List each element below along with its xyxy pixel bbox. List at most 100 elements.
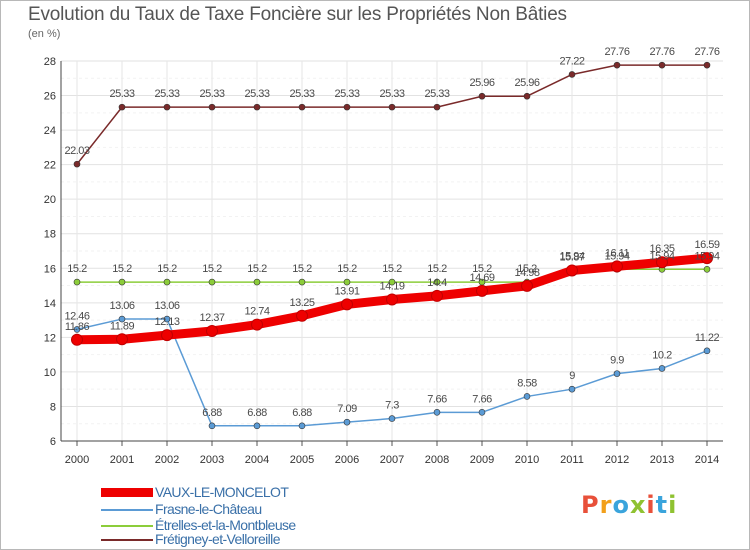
data-point-fretigney-et-velloreille: [73, 160, 81, 168]
data-label-etrelles-et-la-montbleuse: 15.2: [292, 263, 312, 275]
legend-swatch: [101, 488, 153, 497]
x-tick-label: 2009: [470, 454, 494, 466]
x-tick-label: 2007: [380, 454, 404, 466]
data-label-fretigney-et-velloreille: 25.33: [289, 88, 314, 100]
data-label-vaux-le-moncelot: 14.69: [469, 272, 494, 284]
legend-swatch: [101, 539, 153, 541]
data-label-etrelles-et-la-montbleuse: 15.2: [427, 263, 447, 275]
data-point-fretigney-et-velloreille: [208, 103, 216, 111]
y-tick-label: 10: [44, 367, 56, 379]
data-point-fretigney-et-velloreille: [478, 92, 486, 100]
data-label-fretigney-et-velloreille: 27.22: [559, 55, 584, 67]
legend-label: VAUX-LE-MONCELOT: [155, 484, 289, 500]
data-point-frasne-le-chateau: [613, 370, 621, 377]
data-label-frasne-le-chateau: 9: [569, 370, 575, 382]
data-label-frasne-le-chateau: 7.66: [427, 393, 447, 405]
data-point-vaux-le-moncelot: [431, 289, 443, 302]
data-label-fretigney-et-velloreille: 25.33: [199, 88, 224, 100]
data-label-vaux-le-moncelot: 12.74: [244, 306, 269, 318]
data-point-vaux-le-moncelot: [566, 264, 578, 277]
x-tick-label: 2013: [650, 454, 674, 466]
data-point-vaux-le-moncelot: [701, 252, 713, 265]
data-point-fretigney-et-velloreille: [253, 103, 261, 111]
data-label-frasne-le-chateau: 7.09: [337, 403, 357, 415]
x-tick-label: 2006: [335, 454, 359, 466]
data-point-etrelles-et-la-montbleuse: [703, 266, 711, 273]
data-point-frasne-le-chateau: [253, 422, 261, 430]
data-label-etrelles-et-la-montbleuse: 15.2: [382, 263, 402, 275]
logo-letter: o: [612, 491, 630, 519]
data-point-vaux-le-moncelot: [521, 279, 533, 292]
data-point-vaux-le-moncelot: [71, 333, 83, 346]
data-label-frasne-le-chateau: 7.66: [472, 393, 492, 405]
x-tick-label: 2001: [110, 454, 134, 466]
data-label-fretigney-et-velloreille: 27.76: [694, 46, 719, 58]
data-point-frasne-le-chateau: [73, 326, 81, 333]
data-point-etrelles-et-la-montbleuse: [298, 278, 306, 286]
legend-label: Frasne-le-Château: [155, 501, 262, 517]
data-label-fretigney-et-velloreille: 25.33: [424, 88, 449, 100]
data-point-fretigney-et-velloreille: [163, 103, 171, 111]
data-label-fretigney-et-velloreille: 25.33: [334, 88, 359, 100]
data-label-fretigney-et-velloreille: 25.33: [109, 88, 134, 100]
data-label-fretigney-et-velloreille: 25.33: [154, 88, 179, 100]
data-label-vaux-le-moncelot: 16.35: [649, 243, 674, 255]
logo-letter: i: [668, 491, 678, 519]
data-label-frasne-le-chateau: 7.3: [385, 400, 399, 412]
data-label-etrelles-et-la-montbleuse: 15.2: [157, 263, 177, 275]
y-tick-label: 20: [44, 194, 56, 206]
x-tick-label: 2012: [605, 454, 629, 466]
y-tick-label: 8: [50, 401, 56, 413]
data-point-fretigney-et-velloreille: [118, 103, 126, 111]
data-point-etrelles-et-la-montbleuse: [253, 278, 261, 286]
x-tick-label: 2014: [695, 454, 719, 466]
y-tick-label: 26: [44, 91, 56, 103]
x-tick-label: 2010: [515, 454, 539, 466]
logo-letter: r: [599, 491, 613, 519]
data-label-vaux-le-moncelot: 15.87: [559, 252, 584, 264]
data-point-frasne-le-chateau: [118, 315, 126, 323]
data-point-frasne-le-chateau: [478, 409, 486, 416]
data-point-vaux-le-moncelot: [656, 256, 668, 269]
chart-title: Evolution du Taux de Taxe Foncière sur l…: [28, 4, 567, 25]
data-point-etrelles-et-la-montbleuse: [208, 278, 216, 286]
data-label-etrelles-et-la-montbleuse: 15.94: [649, 250, 674, 262]
data-point-etrelles-et-la-montbleuse: [73, 278, 81, 286]
data-label-etrelles-et-la-montbleuse: 15.2: [67, 263, 87, 275]
data-point-etrelles-et-la-montbleuse: [343, 278, 351, 286]
data-point-frasne-le-chateau: [298, 422, 306, 430]
data-label-etrelles-et-la-montbleuse: 15.94: [604, 250, 629, 262]
x-tick-label: 2004: [245, 454, 269, 466]
y-tick-label: 16: [44, 263, 56, 275]
data-label-fretigney-et-velloreille: 25.96: [514, 77, 539, 89]
data-point-frasne-le-chateau: [343, 418, 351, 426]
data-label-vaux-le-moncelot: 13.91: [334, 285, 359, 297]
data-point-frasne-le-chateau: [658, 365, 666, 372]
data-point-vaux-le-moncelot: [476, 284, 488, 297]
data-point-fretigney-et-velloreille: [523, 92, 531, 100]
data-point-vaux-le-moncelot: [296, 309, 308, 322]
legend-swatch: [101, 509, 153, 511]
legend-swatch: [101, 525, 153, 527]
y-axis-unit: (en %): [28, 28, 61, 40]
data-label-fretigney-et-velloreille: 27.76: [604, 46, 629, 58]
data-label-vaux-le-moncelot: 16.11: [605, 247, 630, 259]
y-tick-label: 14: [44, 298, 56, 310]
data-label-vaux-le-moncelot: 16.59: [694, 239, 719, 251]
data-point-etrelles-et-la-montbleuse: [163, 278, 171, 286]
data-label-fretigney-et-velloreille: 27.76: [649, 46, 674, 58]
data-label-fretigney-et-velloreille: 22.03: [64, 145, 89, 157]
data-point-vaux-le-moncelot: [251, 318, 263, 331]
logo-letter: P: [581, 491, 600, 519]
data-label-etrelles-et-la-montbleuse: 15.94: [694, 250, 719, 262]
data-label-vaux-le-moncelot: 14.98: [514, 267, 539, 279]
data-label-fretigney-et-velloreille: 25.33: [244, 88, 269, 100]
y-tick-label: 22: [44, 160, 56, 172]
data-label-etrelles-et-la-montbleuse: 15.2: [517, 263, 537, 275]
data-label-etrelles-et-la-montbleuse: 15.2: [337, 263, 357, 275]
data-point-etrelles-et-la-montbleuse: [118, 278, 126, 286]
data-label-vaux-le-moncelot: 12.13: [154, 316, 179, 328]
data-label-frasne-le-chateau: 10.2: [652, 349, 672, 361]
data-point-fretigney-et-velloreille: [343, 103, 351, 111]
